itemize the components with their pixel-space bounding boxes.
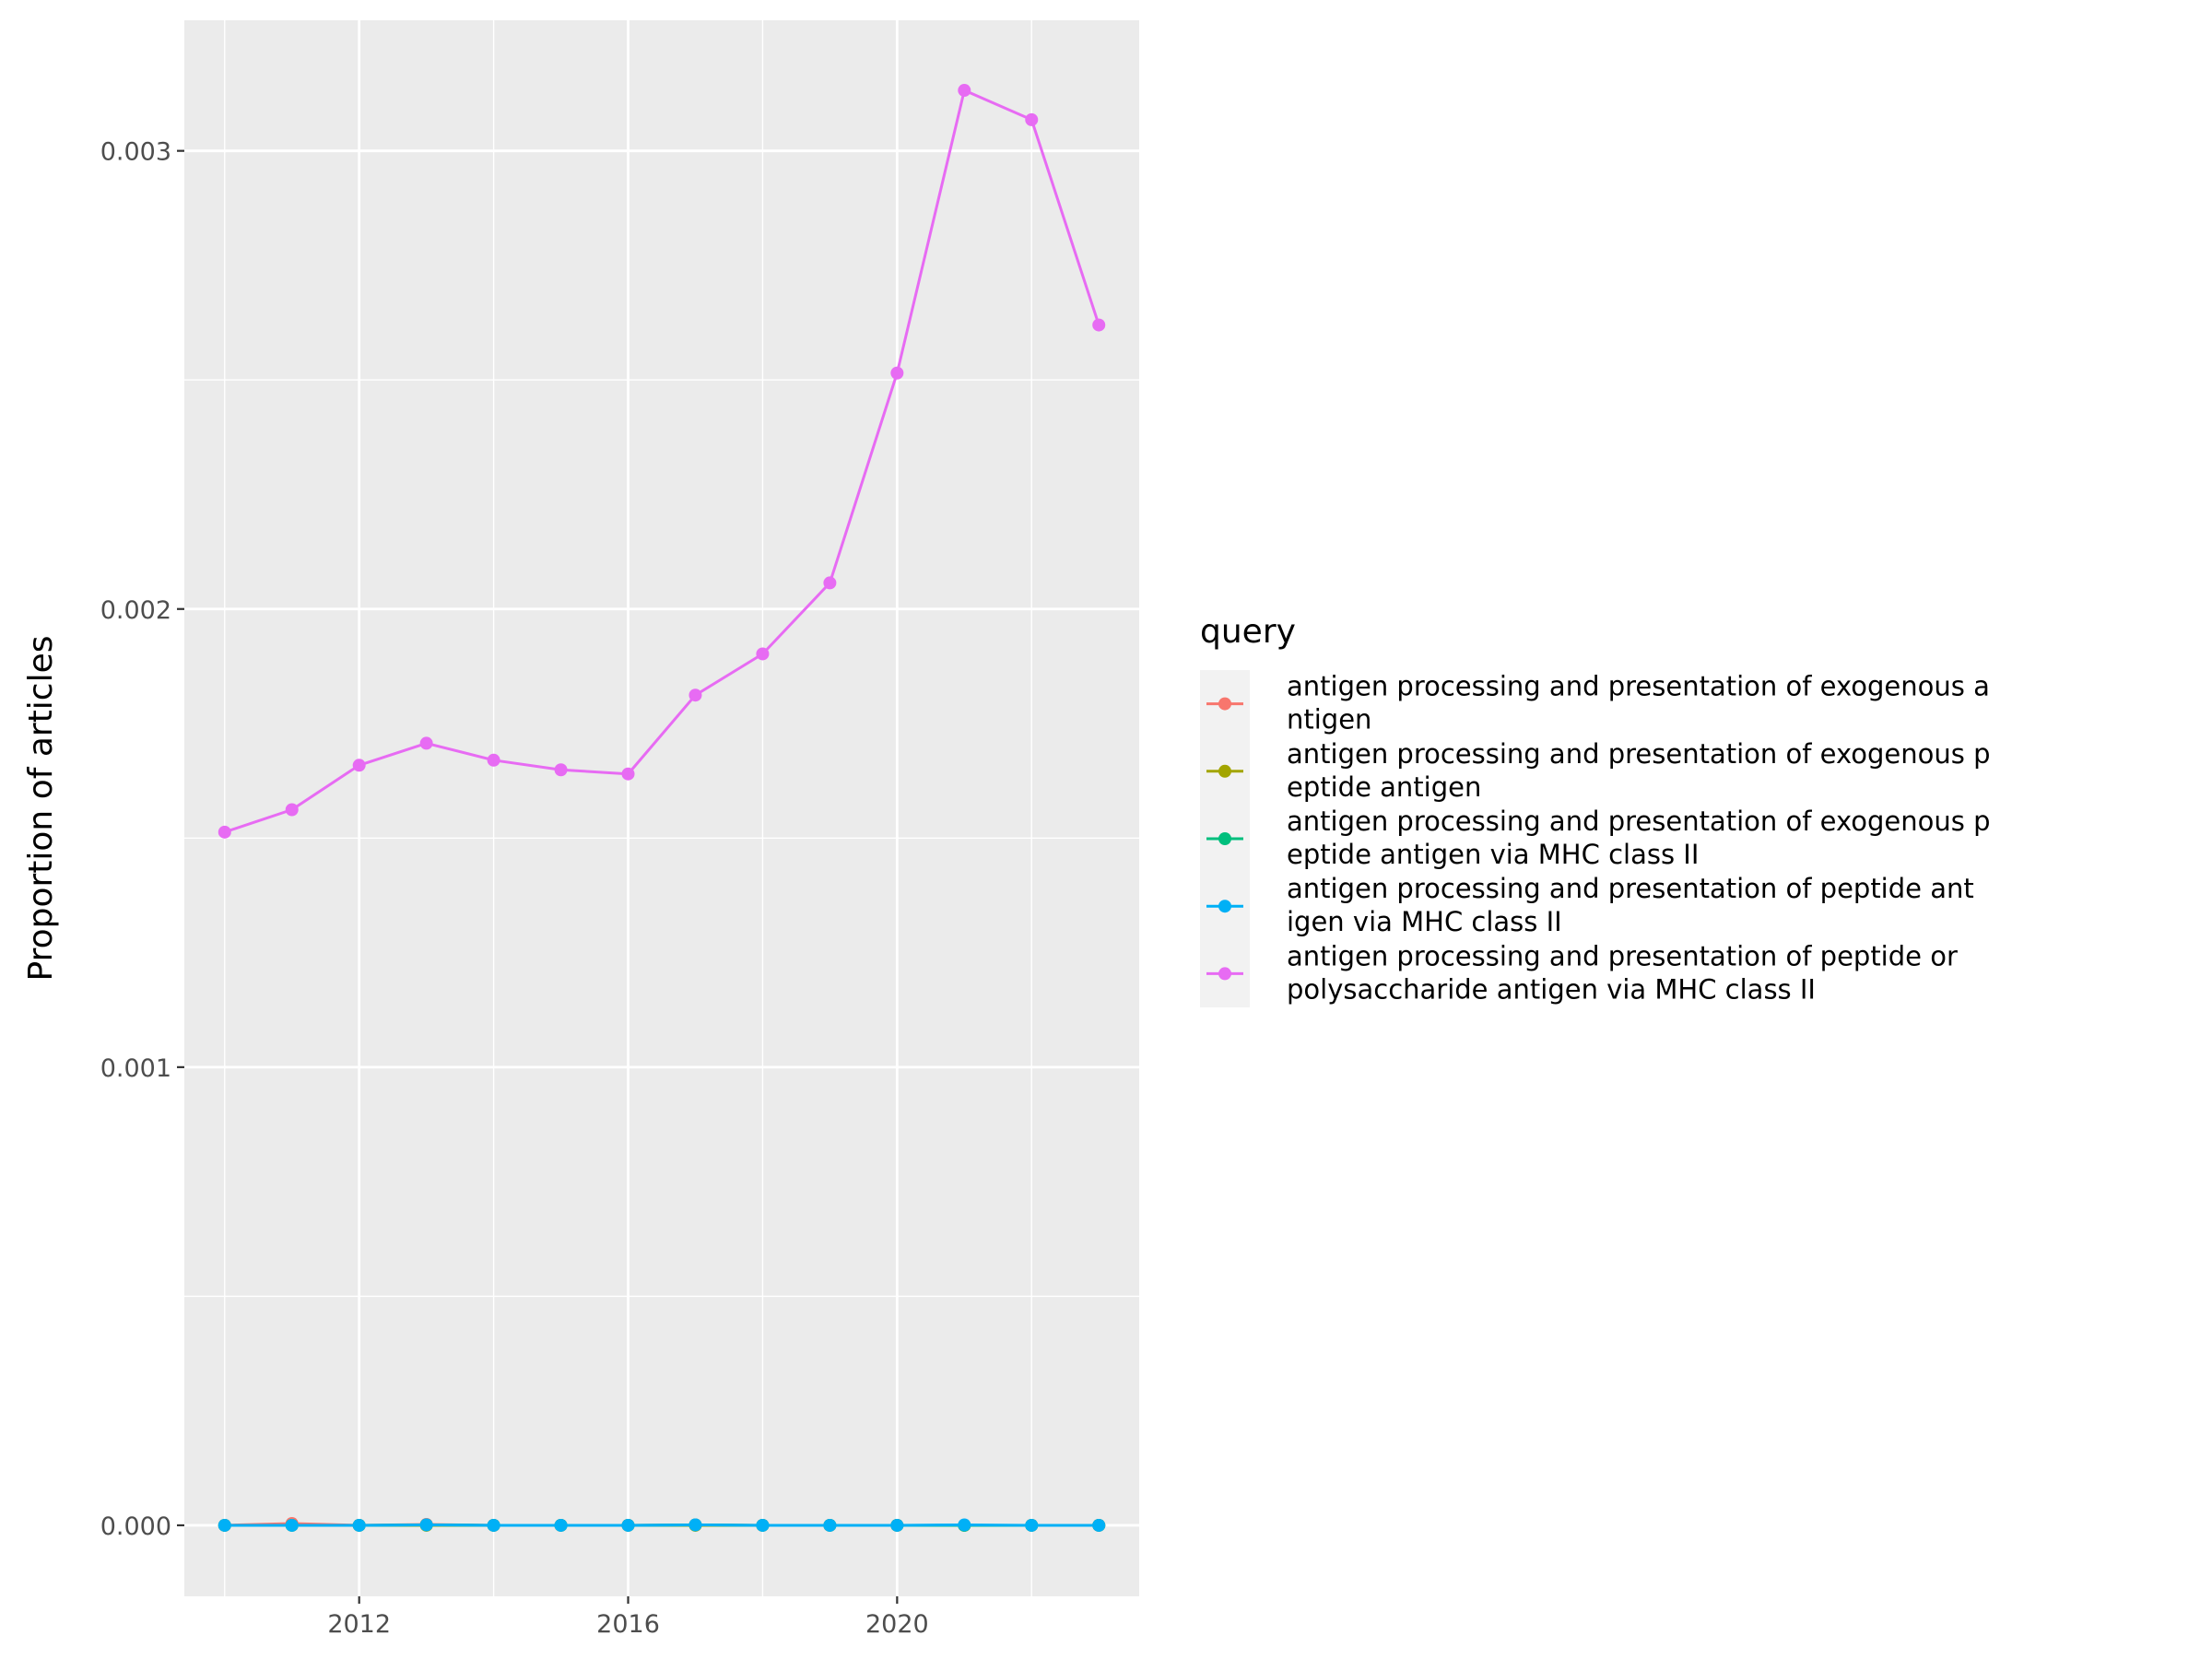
series-4-line bbox=[224, 1523, 1100, 1527]
series-4-point bbox=[285, 1518, 299, 1532]
legend-item-4: antigen processing and presentation of p… bbox=[1206, 873, 1974, 937]
series-5-point bbox=[1092, 318, 1106, 332]
legend-label-line: ntigen bbox=[1287, 704, 1371, 735]
y-axis-title: Proportion of articles bbox=[22, 635, 60, 981]
series-5-point bbox=[218, 825, 231, 839]
legend-label-line: antigen processing and presentation of e… bbox=[1287, 738, 1991, 770]
y-tick-label: 0.001 bbox=[100, 1054, 171, 1083]
legend-label-line: igen via MHC class II bbox=[1287, 906, 1562, 937]
series-4-point bbox=[1092, 1518, 1106, 1532]
legend-label-line: antigen processing and presentation of p… bbox=[1287, 940, 1958, 971]
series-5-line bbox=[224, 88, 1100, 834]
series-4-point bbox=[621, 1518, 635, 1532]
legend: query antigen processing and presentatio… bbox=[1200, 613, 1991, 1007]
y-tick-label: 0.003 bbox=[100, 138, 171, 167]
series-4-point bbox=[218, 1518, 231, 1532]
series-layer bbox=[218, 84, 1106, 1532]
plot-panel bbox=[184, 20, 1139, 1596]
legend-label: antigen processing and presentation of e… bbox=[1287, 671, 1990, 735]
legend-label: antigen processing and presentation of p… bbox=[1287, 873, 1974, 937]
series-5-point bbox=[285, 803, 299, 817]
series-4-point bbox=[1025, 1518, 1039, 1532]
legend-label: antigen processing and presentation of e… bbox=[1287, 806, 1991, 870]
legend-label-line: polysaccharide antigen via MHC class II bbox=[1287, 973, 1816, 1005]
series-4-point bbox=[419, 1518, 433, 1532]
legend-label: antigen processing and presentation of e… bbox=[1287, 738, 1991, 803]
legend-item-3: antigen processing and presentation of e… bbox=[1206, 806, 1991, 870]
legend-key-point bbox=[1218, 832, 1231, 845]
legend-label-line: eptide antigen bbox=[1287, 771, 1481, 803]
x-tick-label: 2020 bbox=[865, 1610, 929, 1639]
legend-label-line: antigen processing and presentation of e… bbox=[1287, 806, 1991, 837]
legend-key-point bbox=[1218, 900, 1231, 913]
y-tick-label: 0.002 bbox=[100, 596, 171, 625]
legend-item-1: antigen processing and presentation of e… bbox=[1206, 671, 1990, 735]
series-5-point bbox=[756, 647, 770, 661]
legend-key-point bbox=[1218, 967, 1231, 981]
series-5-point bbox=[554, 763, 568, 777]
legend-item-2: antigen processing and presentation of e… bbox=[1206, 738, 1991, 803]
series-4-point bbox=[352, 1518, 366, 1532]
series-5-point bbox=[958, 84, 971, 98]
series-5-point bbox=[1025, 112, 1039, 126]
series-4-point bbox=[823, 1518, 837, 1532]
series-5-point bbox=[621, 767, 635, 781]
x-tick-label: 2012 bbox=[327, 1610, 391, 1639]
series-4-point bbox=[958, 1518, 971, 1532]
series-4-point bbox=[688, 1518, 702, 1532]
series-4-point bbox=[890, 1518, 904, 1532]
series-5-point bbox=[890, 366, 904, 380]
legend-label-line: eptide antigen via MHC class II bbox=[1287, 839, 1699, 870]
legend-title: query bbox=[1200, 613, 1296, 651]
series-5 bbox=[218, 84, 1106, 839]
legend-items: antigen processing and presentation of e… bbox=[1206, 671, 1991, 1005]
series-5-point bbox=[688, 688, 702, 702]
series-5-point bbox=[487, 753, 500, 767]
y-tick-label: 0.000 bbox=[100, 1512, 171, 1541]
series-4-point bbox=[756, 1518, 770, 1532]
series-5-point bbox=[352, 759, 366, 772]
series-5-point bbox=[823, 576, 837, 590]
series-4-point bbox=[487, 1518, 500, 1532]
x-tick-label: 2016 bbox=[596, 1610, 660, 1639]
legend-key-point bbox=[1218, 697, 1231, 711]
legend-item-5: antigen processing and presentation of p… bbox=[1206, 940, 1958, 1005]
legend-label-line: antigen processing and presentation of p… bbox=[1287, 873, 1974, 904]
series-5-point bbox=[419, 736, 433, 750]
axes: 2012 2016 2020 0.000 0.001 0.002 0.003 bbox=[100, 138, 929, 1639]
series-4 bbox=[218, 1518, 1106, 1532]
legend-key-point bbox=[1218, 764, 1231, 778]
series-4-point bbox=[554, 1518, 568, 1532]
minor-gridlines bbox=[184, 20, 1139, 1596]
legend-label-line: antigen processing and presentation of e… bbox=[1287, 671, 1990, 702]
legend-label: antigen processing and presentation of p… bbox=[1287, 940, 1958, 1005]
